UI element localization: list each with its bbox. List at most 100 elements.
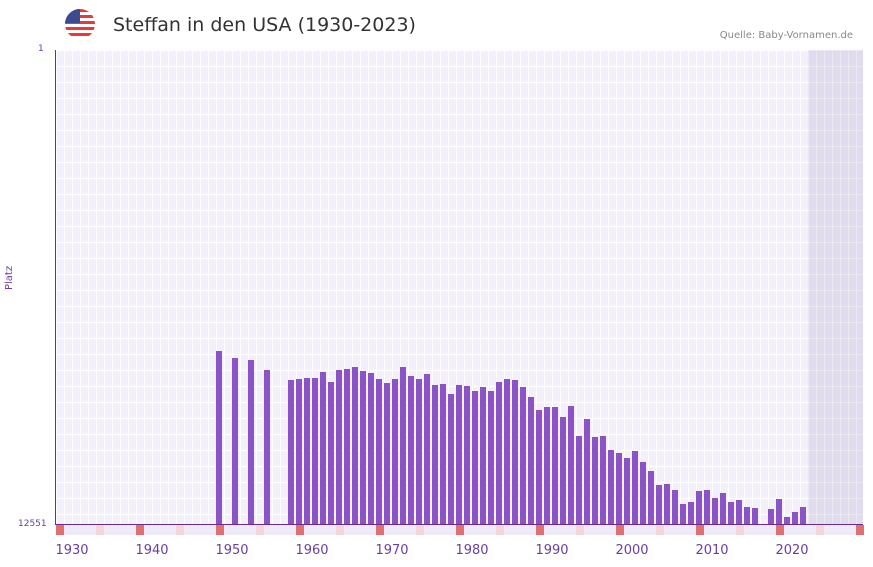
year-marker: [568, 525, 576, 535]
bar-1966[interactable]: [360, 371, 366, 524]
year-marker: [400, 525, 408, 535]
bar-1984[interactable]: [504, 379, 510, 524]
bar-1989[interactable]: [544, 407, 550, 524]
year-marker: [624, 525, 632, 535]
bar-1995[interactable]: [592, 437, 598, 524]
bar-1950[interactable]: [232, 358, 238, 524]
year-marker: [488, 525, 496, 535]
bar-1967[interactable]: [368, 373, 374, 524]
bar-2009[interactable]: [704, 490, 710, 524]
bar-1970[interactable]: [392, 379, 398, 524]
bar-1969[interactable]: [384, 383, 390, 524]
bar-1999[interactable]: [624, 458, 630, 524]
bar-1987[interactable]: [528, 397, 534, 524]
bar-2021[interactable]: [800, 507, 806, 524]
bar-1990[interactable]: [552, 407, 558, 524]
bar-2002[interactable]: [648, 471, 654, 524]
bar-1957[interactable]: [288, 380, 294, 524]
year-marker: [736, 525, 744, 535]
bar-1979[interactable]: [464, 386, 470, 524]
us-flag-icon: [65, 9, 95, 39]
bar-1976[interactable]: [440, 384, 446, 524]
year-marker: [160, 525, 168, 535]
bar-2006[interactable]: [680, 504, 686, 524]
bar-2008[interactable]: [696, 491, 702, 524]
x-tick-label: 1970: [375, 543, 408, 558]
y-axis-title: Platz: [4, 266, 15, 290]
bar-2018[interactable]: [776, 499, 782, 524]
bar-1958[interactable]: [296, 379, 302, 524]
bar-2020[interactable]: [792, 512, 798, 524]
bar-2011[interactable]: [720, 493, 726, 524]
year-marker: [504, 525, 512, 535]
bar-1977[interactable]: [448, 394, 454, 524]
bar-1952[interactable]: [248, 360, 254, 524]
bar-2017[interactable]: [768, 509, 774, 524]
bar-1962[interactable]: [328, 382, 334, 524]
bar-1972[interactable]: [408, 376, 414, 524]
year-marker: [120, 525, 128, 535]
bar-1954[interactable]: [264, 370, 270, 524]
bar-1983[interactable]: [496, 382, 502, 524]
year-marker: [512, 525, 520, 535]
year-marker: [824, 525, 832, 535]
bar-1960[interactable]: [312, 378, 318, 524]
year-marker: [352, 525, 360, 535]
bar-1971[interactable]: [400, 367, 406, 524]
bar-2013[interactable]: [736, 500, 742, 524]
year-marker: [704, 525, 712, 535]
bar-1992[interactable]: [568, 406, 574, 524]
bar-1965[interactable]: [352, 367, 358, 524]
year-marker: [136, 525, 144, 535]
bar-1968[interactable]: [376, 379, 382, 524]
x-tick-label: 1940: [135, 543, 168, 558]
year-marker: [784, 525, 792, 535]
x-tick-label: 2000: [615, 543, 648, 558]
bar-1959[interactable]: [304, 378, 310, 524]
year-marker: [248, 525, 256, 535]
year-marker: [96, 525, 104, 535]
bar-2004[interactable]: [664, 484, 670, 524]
bar-2005[interactable]: [672, 490, 678, 524]
year-marker: [528, 525, 536, 535]
bar-1991[interactable]: [560, 417, 566, 524]
bar-1978[interactable]: [456, 385, 462, 524]
bar-1998[interactable]: [616, 453, 622, 524]
bar-2015[interactable]: [752, 508, 758, 524]
bar-2000[interactable]: [632, 451, 638, 524]
year-marker: [328, 525, 336, 535]
bar-1997[interactable]: [608, 450, 614, 524]
year-marker: [312, 525, 320, 535]
bar-1986[interactable]: [520, 387, 526, 524]
bar-2007[interactable]: [688, 502, 694, 524]
bar-1948[interactable]: [216, 351, 222, 524]
bar-1981[interactable]: [480, 387, 486, 524]
bar-1961[interactable]: [320, 372, 326, 524]
year-marker: [432, 525, 440, 535]
bar-1996[interactable]: [600, 436, 606, 524]
bar-1988[interactable]: [536, 410, 542, 524]
bar-1964[interactable]: [344, 369, 350, 524]
bar-1994[interactable]: [584, 419, 590, 524]
bar-2014[interactable]: [744, 507, 750, 524]
bar-2012[interactable]: [728, 502, 734, 524]
year-marker: [744, 525, 752, 535]
bar-1975[interactable]: [432, 385, 438, 524]
year-marker: [416, 525, 424, 535]
bar-2019[interactable]: [784, 517, 790, 524]
year-marker: [760, 525, 768, 535]
bar-1993[interactable]: [576, 436, 582, 524]
bar-1982[interactable]: [488, 391, 494, 524]
bar-1974[interactable]: [424, 374, 430, 524]
bar-1980[interactable]: [472, 391, 478, 524]
bar-2003[interactable]: [656, 485, 662, 524]
bar-1973[interactable]: [416, 379, 422, 524]
chart-title: Steffan in den USA (1930-2023): [113, 14, 416, 36]
year-marker: [456, 525, 464, 535]
year-marker: [840, 525, 848, 535]
bar-2010[interactable]: [712, 498, 718, 524]
year-marker: [112, 525, 120, 535]
bar-1963[interactable]: [336, 370, 342, 524]
bar-2001[interactable]: [640, 462, 646, 524]
bar-1985[interactable]: [512, 380, 518, 524]
